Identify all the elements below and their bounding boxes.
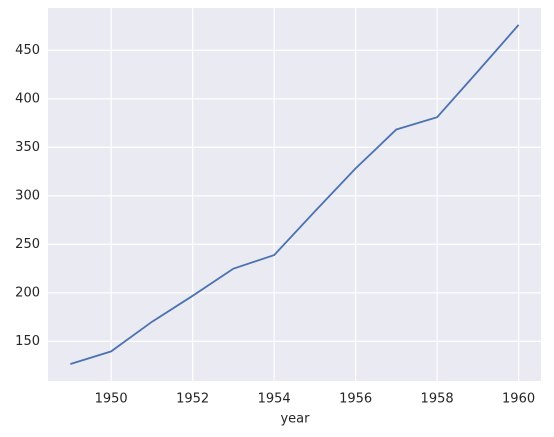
y-tick-label: 350 [15,140,40,155]
x-tick-label: 1960 [502,392,535,407]
x-tick-label: 1952 [176,392,209,407]
y-tick-label: 250 [15,237,40,252]
y-tick-label: 200 [15,285,40,300]
y-tick-label: 150 [15,334,40,349]
x-axis-label: year [280,412,310,427]
line-series [70,24,520,365]
plot-area [48,8,541,381]
y-tick-label: 400 [15,91,40,106]
x-tick-label: 1950 [95,392,128,407]
y-tick-label: 300 [15,188,40,203]
x-tick-label: 1958 [421,392,454,407]
x-tick-label: 1956 [339,392,372,407]
y-tick-label: 450 [15,43,40,58]
x-tick-label: 1954 [258,392,291,407]
